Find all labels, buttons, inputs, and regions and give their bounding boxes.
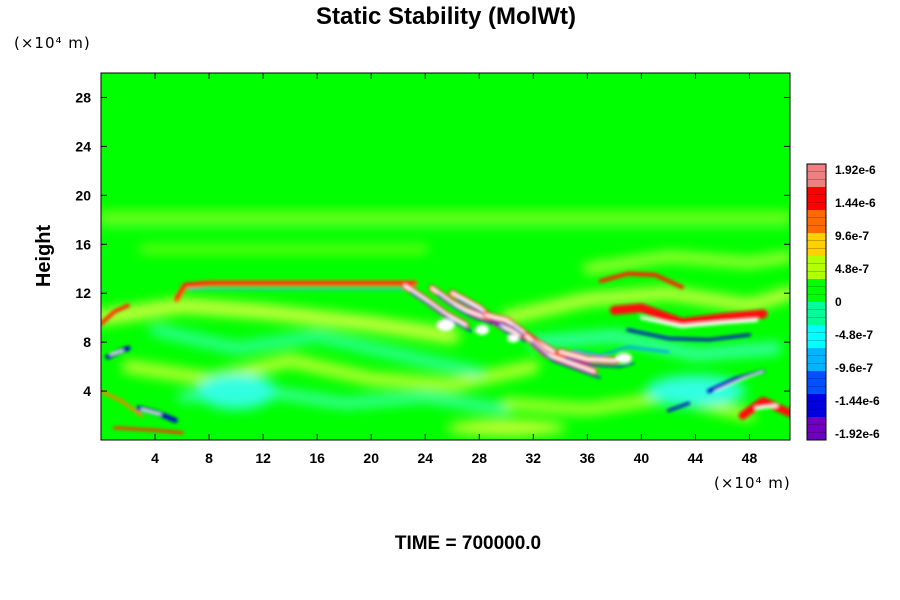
x-tick-label: 12 — [255, 450, 271, 466]
eddy — [738, 396, 790, 420]
y-unit-label: (×10⁴ m) — [14, 34, 91, 52]
wave-core — [403, 284, 468, 327]
field-swirl — [101, 298, 460, 344]
soft-structure-layer — [101, 213, 790, 436]
colorbar-label: -4.8e-7 — [835, 328, 873, 342]
wave-trough — [530, 341, 601, 379]
x-unit-label: (×10⁴ m) — [714, 474, 791, 492]
colorbar-swatch — [807, 325, 826, 349]
field-patch — [196, 373, 277, 410]
x-tick-label: 8 — [205, 450, 213, 466]
colorbar-label: 1.92e-6 — [835, 163, 876, 177]
wave-trough — [564, 357, 635, 368]
x-tick-label: 48 — [742, 450, 758, 466]
inversion-band — [174, 281, 417, 300]
x-tick-label: 20 — [363, 450, 379, 466]
y-tick-label: 24 — [75, 138, 91, 154]
field-swirl — [528, 331, 782, 360]
colorbar: 1.92e-6 1.44e-6 9.6e-7 4.8e-7 0 -4.8e-7 -9.6e-… — [806, 163, 880, 441]
field-swirl — [500, 287, 790, 324]
wave-core — [484, 313, 556, 354]
colorbar-label: 4.8e-7 — [835, 262, 869, 276]
field-patch — [645, 375, 746, 408]
colorbar-swatch — [807, 210, 826, 234]
x-tick-label: 28 — [471, 450, 487, 466]
y-tick-label: 16 — [75, 236, 91, 252]
y-tick-label: 8 — [83, 334, 91, 350]
colorbar-label: -1.44e-6 — [835, 394, 880, 408]
colorbar-swatch — [807, 187, 826, 211]
colorbar-swatch — [807, 394, 826, 418]
wave-blob — [615, 353, 632, 364]
colorbar-swatch — [807, 417, 826, 441]
y-tick-label: 28 — [75, 89, 91, 105]
colorbar-swatch — [807, 371, 826, 395]
sharp-structure-layer — [101, 271, 790, 435]
colorbar-swatch — [807, 302, 826, 326]
plot-frame — [100, 72, 791, 441]
edge-structure — [101, 389, 144, 418]
y-tick-label: 4 — [83, 383, 91, 399]
colorbar-swatch — [807, 279, 826, 303]
time-label: TIME = 700000.0 — [395, 533, 541, 554]
field-patch — [446, 419, 567, 436]
wave-blob — [474, 324, 489, 335]
x-tick-label: 36 — [580, 450, 596, 466]
y-axis: 4 8 12 16 20 24 28 — [75, 89, 790, 399]
y-tick-label: 20 — [75, 187, 91, 203]
eddy — [598, 271, 684, 290]
x-tick-label: 16 — [309, 450, 325, 466]
wave-trough — [436, 293, 493, 325]
colorbar-swatch — [807, 348, 826, 372]
colorbar-label: -1.92e-6 — [835, 427, 880, 441]
x-tick-label: 24 — [417, 450, 433, 466]
eddy-trough — [666, 401, 691, 413]
edge-structure-core — [109, 349, 124, 356]
colorbar-label: 0 — [835, 295, 842, 309]
x-tick-label: 4 — [151, 450, 159, 466]
y-axis-label: Height — [33, 225, 55, 288]
x-tick-label: 40 — [634, 450, 650, 466]
field-swirl — [583, 252, 790, 273]
edge-structure-core — [140, 408, 162, 416]
colorbar-swatch — [807, 164, 826, 188]
colorbar-label: 9.6e-7 — [835, 229, 869, 243]
eddy-trough — [626, 328, 751, 342]
colorbar-swatch — [807, 256, 826, 280]
y-tick-label: 12 — [75, 285, 91, 301]
colorbar-frame — [806, 163, 827, 441]
x-axis: 4 8 12 16 20 24 28 32 36 40 44 48 — [151, 73, 757, 466]
edge-structure — [113, 426, 184, 435]
wave-blob — [436, 319, 455, 332]
colorbar-label: 1.44e-6 — [835, 196, 876, 210]
chart-title: Static Stability (MolWt) — [316, 3, 576, 30]
wave-core — [430, 286, 488, 320]
x-tick-label: 44 — [688, 450, 704, 466]
field-swirl — [150, 324, 485, 378]
edge-structure — [101, 303, 131, 326]
eddy — [609, 303, 768, 328]
colorbar-label: -9.6e-7 — [835, 361, 873, 375]
eddy-core — [639, 315, 758, 328]
wave-trough — [409, 290, 473, 333]
colorbar-swatch — [807, 233, 826, 257]
heatmap-field — [101, 73, 790, 440]
stability-features — [101, 213, 790, 436]
eddy-core — [754, 404, 778, 410]
x-tick-label: 32 — [526, 450, 542, 466]
wave-blob — [507, 334, 520, 343]
field-swirl — [122, 354, 540, 391]
eddy-trough — [572, 345, 670, 357]
eddy-core — [714, 370, 764, 392]
eddy-trough — [706, 369, 765, 394]
